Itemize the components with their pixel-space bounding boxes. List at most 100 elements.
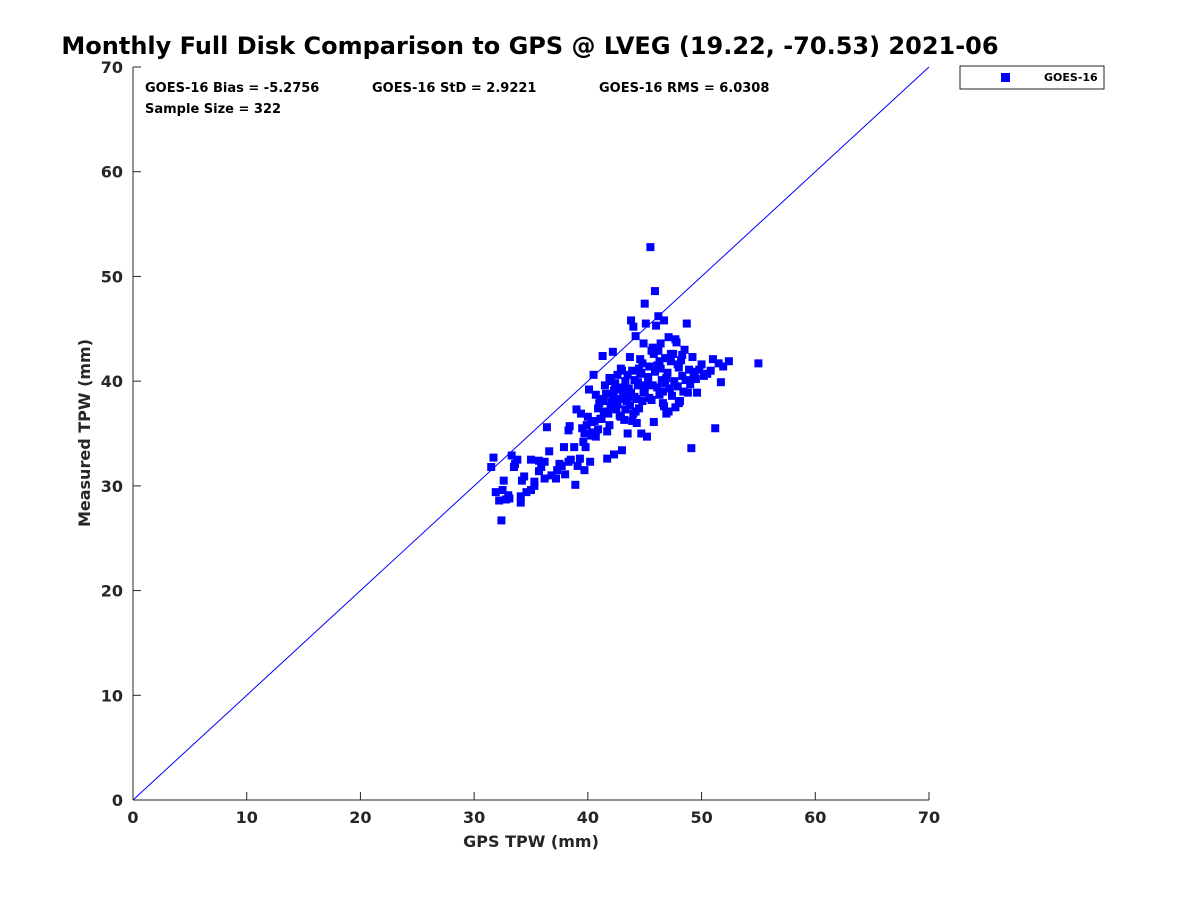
chart-title: Monthly Full Disk Comparison to GPS @ LV…	[61, 32, 998, 60]
data-point	[708, 355, 717, 364]
data-point	[627, 388, 636, 397]
data-point	[579, 437, 588, 446]
data-point	[505, 494, 514, 503]
data-point	[612, 405, 621, 414]
y-tick-label: 60	[101, 163, 123, 182]
data-point	[648, 343, 657, 352]
data-point	[663, 368, 672, 377]
x-tick-label: 60	[804, 808, 826, 827]
data-points	[487, 243, 763, 525]
data-point	[650, 367, 659, 376]
data-point	[639, 339, 648, 348]
data-point	[670, 377, 679, 386]
data-point	[603, 427, 612, 436]
data-point	[621, 405, 630, 414]
data-point	[603, 454, 612, 463]
data-point	[534, 456, 543, 465]
data-point	[607, 398, 616, 407]
data-point	[658, 387, 667, 396]
data-point	[671, 403, 680, 412]
data-point	[629, 409, 638, 418]
stat-rms: GOES-16 RMS = 6.0308	[599, 81, 769, 96]
data-point	[664, 333, 673, 342]
data-point	[666, 357, 675, 366]
data-point	[635, 364, 644, 373]
data-point	[630, 376, 639, 385]
data-point	[650, 287, 659, 296]
data-point	[594, 404, 603, 413]
x-tick-label: 40	[577, 808, 599, 827]
data-point	[664, 407, 673, 416]
data-point	[711, 424, 720, 433]
data-point	[487, 463, 496, 472]
data-point	[625, 353, 634, 362]
data-point	[640, 388, 649, 397]
data-point	[511, 459, 520, 468]
data-point	[606, 403, 615, 412]
data-point	[627, 316, 636, 325]
data-point	[681, 376, 690, 385]
data-point	[637, 368, 646, 377]
data-point	[685, 365, 694, 374]
data-point	[690, 367, 699, 376]
axes: 0 10 20 30 40 50 60 70 0 10 20 30 40 50 60 70	[101, 58, 940, 827]
data-point	[687, 444, 696, 453]
data-point	[661, 379, 670, 388]
data-point	[537, 463, 546, 472]
data-point	[527, 455, 535, 464]
data-point	[642, 432, 651, 441]
data-point	[624, 384, 633, 393]
data-point	[655, 357, 664, 366]
data-point	[611, 379, 620, 388]
data-point	[706, 366, 715, 375]
data-point	[695, 365, 704, 374]
data-point	[527, 486, 535, 495]
x-tick-label: 0	[127, 808, 138, 827]
data-point	[590, 430, 599, 439]
data-point	[683, 388, 692, 397]
x-tick-label: 10	[236, 808, 258, 827]
data-point	[602, 389, 611, 398]
data-point	[619, 383, 628, 392]
data-point	[614, 394, 623, 403]
data-point	[559, 443, 568, 452]
data-point	[656, 339, 665, 348]
data-point	[547, 471, 556, 480]
data-point	[573, 461, 582, 470]
data-point	[600, 381, 609, 390]
stat-bias: GOES-16 Bias = -5.2756	[145, 81, 319, 96]
data-point	[516, 492, 525, 501]
data-point	[542, 423, 551, 432]
data-point	[622, 397, 631, 406]
data-point	[522, 488, 531, 497]
data-point	[637, 429, 646, 438]
data-point	[557, 461, 566, 470]
data-point	[661, 354, 670, 363]
data-point	[678, 350, 687, 359]
data-point	[631, 332, 640, 341]
data-point	[724, 357, 733, 366]
x-tick-label: 20	[349, 808, 371, 827]
data-point	[628, 366, 637, 375]
data-point	[625, 401, 634, 410]
data-point	[644, 375, 653, 384]
data-point	[602, 408, 611, 417]
data-point	[623, 370, 632, 379]
one-to-one-line	[132, 66, 930, 801]
data-point	[649, 349, 658, 358]
data-point	[530, 481, 539, 490]
data-point	[641, 319, 650, 328]
data-point	[632, 394, 641, 403]
data-point	[498, 486, 507, 495]
data-point	[668, 391, 677, 400]
data-point	[584, 385, 593, 394]
reference-line-layer	[132, 66, 930, 801]
y-tick-label: 0	[112, 791, 123, 810]
data-point	[589, 370, 598, 379]
data-point	[575, 454, 584, 463]
data-point	[697, 360, 706, 369]
data-point	[641, 381, 650, 390]
data-point	[622, 391, 631, 400]
data-point	[606, 377, 615, 386]
